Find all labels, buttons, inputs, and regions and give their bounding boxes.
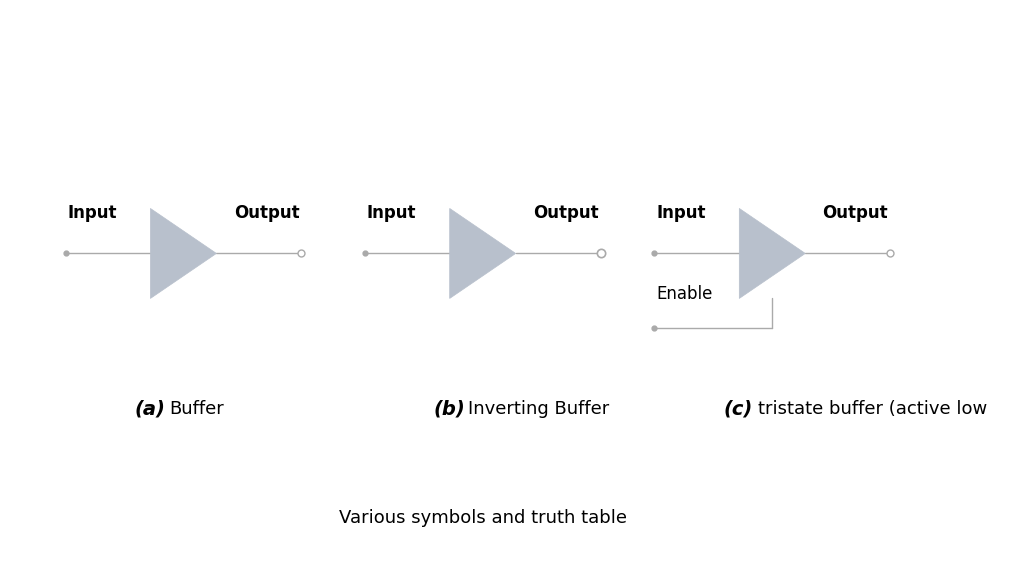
Text: Input: Input [367,204,417,222]
Polygon shape [739,209,805,298]
Text: Buffer: Buffer [169,400,223,418]
Text: Output: Output [233,204,299,222]
Polygon shape [151,209,216,298]
Text: (c): (c) [724,400,753,418]
Text: Output: Output [532,204,599,222]
Text: (b): (b) [433,400,465,418]
Text: Enable: Enable [656,285,713,303]
Text: Inverting Buffer: Inverting Buffer [468,400,609,418]
Text: Various symbols and truth table: Various symbols and truth table [339,509,627,528]
Text: Output: Output [822,204,888,222]
Text: tristate buffer (active low: tristate buffer (active low [758,400,987,418]
Text: (a): (a) [134,400,165,418]
Text: Input: Input [656,204,706,222]
Polygon shape [450,209,516,298]
Text: Input: Input [68,204,117,222]
